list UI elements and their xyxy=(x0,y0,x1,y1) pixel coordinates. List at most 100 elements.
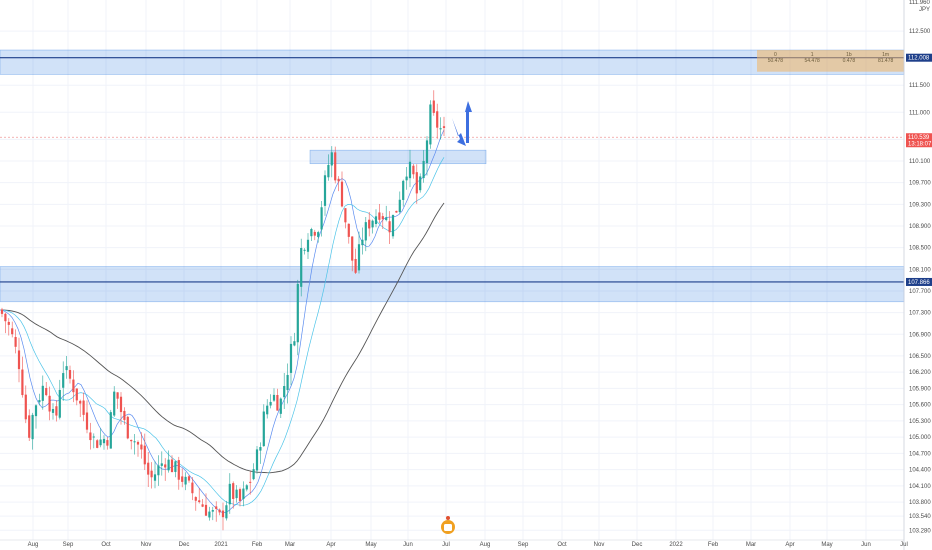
y-tick-label: 111.000 xyxy=(909,110,930,116)
candle-body xyxy=(28,415,31,438)
candle-body xyxy=(58,389,61,418)
currency-label: JPY xyxy=(919,7,930,13)
y-tick-label: 110.100 xyxy=(909,159,931,165)
candle-body xyxy=(249,481,252,483)
candle-body xyxy=(381,216,384,220)
candle-body xyxy=(187,476,191,481)
candle-body xyxy=(201,504,204,507)
candle-body xyxy=(211,510,214,512)
candle-body xyxy=(106,440,109,446)
price-tag-1 xyxy=(906,133,932,148)
position-box-value: 0.478 xyxy=(843,58,856,64)
x-tick-label: Oct xyxy=(101,542,111,548)
candle-body xyxy=(140,444,143,450)
candle-body xyxy=(34,405,38,417)
candle-body xyxy=(150,470,153,478)
x-tick-label: May xyxy=(821,542,832,548)
candle-body xyxy=(419,176,422,191)
candle-body xyxy=(398,199,401,213)
y-tick-label: 103.540 xyxy=(909,514,931,520)
candle-body xyxy=(330,152,333,166)
candle-body xyxy=(204,504,208,516)
x-tick-label: Aug xyxy=(480,542,491,548)
arrows[interactable] xyxy=(452,101,472,146)
candle-body xyxy=(72,379,75,393)
x-tick-label: Sep xyxy=(63,542,74,548)
candle-body xyxy=(153,474,157,481)
position-box-value: 81.478 xyxy=(878,58,894,64)
ma-50-line xyxy=(0,157,445,506)
x-tick-label: Oct xyxy=(557,542,567,548)
y-tick-label: 111.960 xyxy=(909,0,930,6)
position-box-label: 1 xyxy=(811,52,814,58)
candle-body xyxy=(354,258,357,273)
candle-body xyxy=(255,449,259,471)
candle-body xyxy=(7,321,10,325)
candle-body xyxy=(96,440,99,448)
candle-body xyxy=(136,441,140,445)
x-tick-label: Jun xyxy=(403,542,413,548)
y-tick-label: 105.600 xyxy=(909,403,931,409)
candle-body xyxy=(235,489,238,499)
y-axis[interactable]: 111.960JPY112.500112.000111.500111.00011… xyxy=(903,0,931,550)
candle-body xyxy=(55,406,58,416)
candles xyxy=(0,90,446,531)
candle-body xyxy=(415,172,418,194)
arrow-up-icon xyxy=(465,101,472,143)
position-box-label: 0 xyxy=(774,52,777,58)
position-box-label: 1m xyxy=(882,52,889,58)
candle-body xyxy=(208,511,211,518)
candle-body xyxy=(24,394,27,420)
y-tick-label: 109.700 xyxy=(909,181,931,187)
candle-body xyxy=(323,175,327,206)
y-tick-label: 108.900 xyxy=(909,224,931,230)
x-tick-label: Jun xyxy=(861,542,871,548)
candle-body xyxy=(170,459,174,473)
candle-body xyxy=(436,111,439,128)
y-tick-label: 103.280 xyxy=(909,528,931,534)
zone-1 xyxy=(0,266,905,303)
candle-body xyxy=(368,219,371,229)
candle-body xyxy=(374,216,378,225)
candle-body xyxy=(347,223,350,237)
candle-body xyxy=(48,395,51,412)
candle-body xyxy=(157,465,160,476)
candle-body xyxy=(133,441,136,443)
candle-body xyxy=(313,231,316,236)
candle-body xyxy=(126,416,129,439)
candle-body xyxy=(439,128,442,130)
x-tick-label: Jul xyxy=(900,542,908,548)
candle-body xyxy=(408,161,412,179)
candle-body xyxy=(218,509,221,513)
candle-body xyxy=(4,313,7,322)
candle-body xyxy=(21,369,24,396)
x-tick-label: Apr xyxy=(785,542,794,548)
candle-body xyxy=(177,460,180,480)
candle-body xyxy=(327,164,330,178)
candle-body xyxy=(143,445,146,465)
position-box-value: 54.478 xyxy=(804,58,820,64)
candle-body xyxy=(123,410,126,420)
y-tick-label: 107.300 xyxy=(909,311,931,317)
x-axis[interactable]: Aug Sep Oct Nov Dec 2021 Feb Mar Apr May Jun Jul Aug… xyxy=(0,539,908,548)
arrow-down-icon xyxy=(452,118,466,146)
x-tick-label: Sep xyxy=(518,542,529,548)
x-tick-label: Feb xyxy=(252,542,263,548)
candle-body xyxy=(293,341,296,346)
candle-body xyxy=(351,236,354,261)
position-box-value: 50.478 xyxy=(768,58,784,64)
candle-body xyxy=(429,104,432,145)
x-tick-label: Mar xyxy=(285,542,295,548)
candle-body xyxy=(276,394,279,411)
candle-body xyxy=(378,212,381,220)
x-tick-label: Nov xyxy=(141,542,152,548)
candle-body xyxy=(99,439,102,446)
candle-body xyxy=(259,447,262,451)
candle-body xyxy=(31,414,34,440)
candle-body xyxy=(262,411,265,447)
candle-body xyxy=(92,436,95,438)
candle-body xyxy=(388,221,391,233)
